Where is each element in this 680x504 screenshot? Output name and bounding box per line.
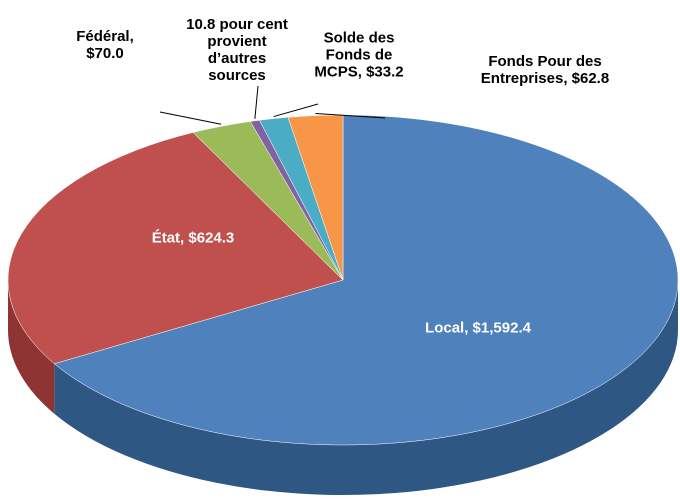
slice-label: Local, $1,592.4 [425, 319, 531, 337]
leader-line [273, 103, 319, 118]
slice-label: Fonds Pour des Entreprises, $62.8 [480, 53, 610, 87]
pie-side [8, 280, 55, 414]
slice-label: Solde des Fonds de MCPS, $33.2 [314, 29, 404, 81]
pie-side [54, 280, 679, 495]
slice-label: 10.8 pour cent provient d’autres sources [186, 16, 288, 84]
leader-line [315, 113, 386, 119]
leader-line [254, 85, 259, 119]
leader-line [159, 111, 222, 125]
pie-slice [53, 114, 679, 446]
pie-slice [7, 132, 344, 364]
slice-label: État, $624.3 [151, 229, 235, 247]
slice-label: Fédéral, $70.0 [76, 28, 134, 62]
